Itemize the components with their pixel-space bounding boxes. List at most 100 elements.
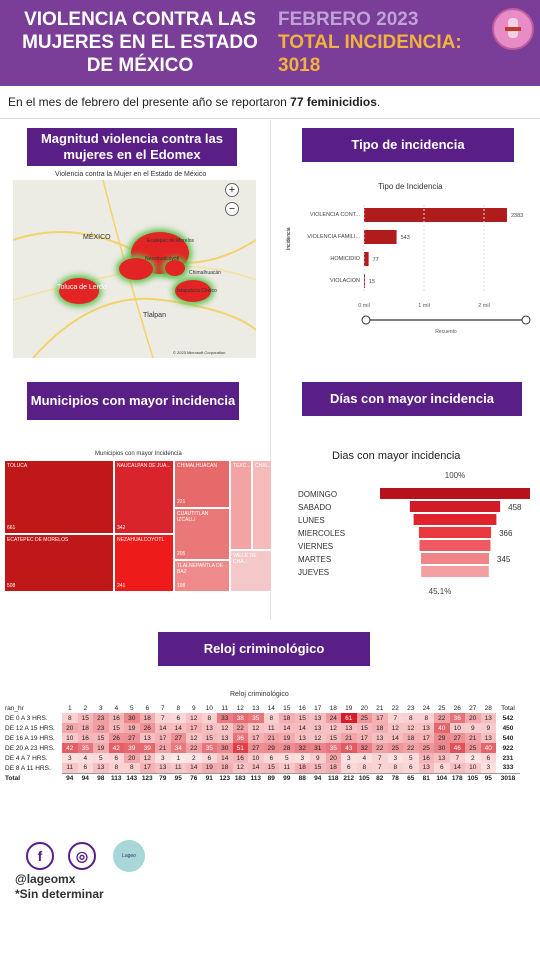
heatmap-cell: 30: [217, 743, 233, 753]
bar-value-label: 15: [369, 279, 375, 285]
intro-text: En el mes de febrero del presente año se…: [8, 95, 380, 109]
heatmap-cell: 21: [465, 733, 481, 743]
y-axis-label: Incidencia: [286, 227, 292, 250]
heatmap-cell: 17: [248, 733, 264, 743]
heatmap-cell: 76: [186, 772, 202, 783]
bar-value-label: 2383: [511, 213, 523, 219]
heatmap-cell: 42: [62, 743, 78, 753]
heatmap-cell: 17: [186, 723, 202, 733]
treemap-cell-label: TEXC...: [233, 463, 251, 469]
footnote: *Sin determinar: [15, 887, 104, 901]
heatmap-cell: 8: [403, 713, 419, 723]
heatmap-cell: 38: [232, 713, 248, 723]
bar-category-label: VIOLENCIA FAMILI...: [307, 234, 360, 240]
heatmap-cell: 15: [310, 763, 326, 773]
heatmap-cell: 104: [434, 772, 450, 783]
heatmap-total-cell: 540: [502, 734, 514, 742]
heatmap-cell: 5: [279, 753, 295, 763]
heatmap-cell: 95: [480, 772, 496, 783]
heatmap-cell: 19: [124, 723, 140, 733]
heatmap-cell: 13: [155, 763, 171, 773]
heatmap-cell: 17: [418, 733, 434, 743]
heatmap-cell: 94: [62, 772, 78, 783]
heatmap-cell: 51: [232, 743, 248, 753]
heatmap-cell: 32: [294, 743, 310, 753]
heatmap-column-header: 3: [98, 704, 103, 712]
zoom-in-button[interactable]: +: [225, 183, 239, 197]
heatmap-cell: 123: [217, 772, 233, 783]
map-label: Nezahualcóyotl: [145, 256, 180, 262]
treemap-cell: ECATEPEC DE MORELOS 508: [4, 534, 114, 592]
heatmap-cell: 26: [108, 733, 124, 743]
heatmap-cell: 22: [232, 723, 248, 733]
bar: [364, 230, 397, 244]
heatmap-cell: 19: [201, 763, 217, 773]
range-slider-handle[interactable]: [361, 315, 371, 325]
heatmap-column-header: 19: [345, 704, 353, 712]
treemap-cell-label: ECATEPEC DE MORELOS: [7, 537, 69, 543]
heatmap-cell: 14: [279, 723, 295, 733]
treemap-cell: NAUCALPAN DE JUA... 342: [114, 460, 174, 534]
heatmap-cell: 14: [449, 763, 465, 773]
instagram-icon[interactable]: ◎: [68, 842, 96, 870]
heatmap-total-cell: 333: [502, 764, 514, 772]
bar-category-label: VIOLACION: [330, 278, 360, 284]
heatmap-cell: 10: [465, 763, 481, 773]
heatmap-cell: 4: [356, 753, 372, 763]
heatmap-column-header: 5: [129, 704, 134, 712]
heatmap-cell: 8: [124, 763, 140, 773]
heatmap-total-cell: 450: [502, 724, 514, 732]
total-label: TOTAL INCIDENCIA:: [278, 32, 462, 53]
divider: [0, 118, 540, 119]
heatmap-cell: 35: [248, 713, 264, 723]
heatmap-cell: 15: [201, 733, 217, 743]
heatmap-cell: 15: [93, 733, 109, 743]
municipios-treemap: TOLUCA 661 ECATEPEC DE MORELOS 508 NAUCALPAN…: [4, 460, 273, 592]
zoom-out-button[interactable]: −: [225, 202, 239, 216]
heatmap-cell: 6: [434, 763, 450, 773]
intro-post: .: [376, 95, 381, 109]
treemap-title: Municipios con mayor Incidencia: [95, 451, 182, 457]
treemap-cell-value: 661: [7, 525, 16, 531]
heatmap-total-cell: 3018: [496, 772, 520, 783]
heatmap-cell: 212: [341, 772, 357, 783]
heatmap-cell: 7: [449, 753, 465, 763]
heatmap-cell: 11: [62, 763, 78, 773]
map-panel[interactable]: MÉXICO Toluca de Lerdo Ecatepec de Morel…: [13, 180, 256, 358]
range-slider-handle[interactable]: [521, 315, 531, 325]
funnel-top-label: 100%: [445, 471, 465, 480]
heatmap-row-label: DE 20 A 23 HRS.: [5, 744, 55, 752]
heatmap-cell: 39: [124, 743, 140, 753]
heatmap-cell: 7: [155, 713, 171, 723]
funnel-bar: [409, 501, 501, 512]
heatmap-cell: 6: [403, 763, 419, 773]
heatmap-cell: 113: [248, 772, 264, 783]
heatmap-column-header: 13: [252, 704, 260, 712]
heatmap-cell: 7: [372, 763, 388, 773]
heatmap-cell: 13: [139, 733, 155, 743]
heatmap-cell: 26: [139, 723, 155, 733]
heatmap-cell: 28: [279, 743, 295, 753]
heat-neza: [165, 260, 185, 276]
heatmap-cell: 14: [387, 733, 403, 743]
heatmap-cell: 3: [294, 753, 310, 763]
heatmap-cell: 20: [325, 753, 341, 763]
treemap-cell-value: 342: [117, 525, 126, 531]
treemap-cell-label: TLALNEPANTLA DE BAZ: [177, 563, 224, 575]
section-tipo: Tipo de incidencia: [302, 128, 514, 162]
heatmap-cell: 143: [124, 772, 140, 783]
heatmap-cell: 17: [372, 713, 388, 723]
heatmap-cell: 16: [418, 753, 434, 763]
heatmap-cell: 40: [434, 723, 450, 733]
heatmap-cell: 9: [480, 723, 496, 733]
hand-logo-icon: [492, 8, 534, 50]
heatmap-cell: 30: [124, 713, 140, 723]
heat-naucalpan: [119, 258, 153, 280]
heatmap-cell: 7: [372, 753, 388, 763]
facebook-icon[interactable]: f: [26, 842, 54, 870]
heatmap-cell: 118: [325, 772, 341, 783]
heatmap-cell: 123: [139, 772, 155, 783]
treemap-cell-label: CHIMALHUACAN: [177, 463, 218, 469]
treemap-cell: NEZAHUALCOYOTL 241: [114, 534, 174, 592]
heatmap-cell: 15: [108, 723, 124, 733]
